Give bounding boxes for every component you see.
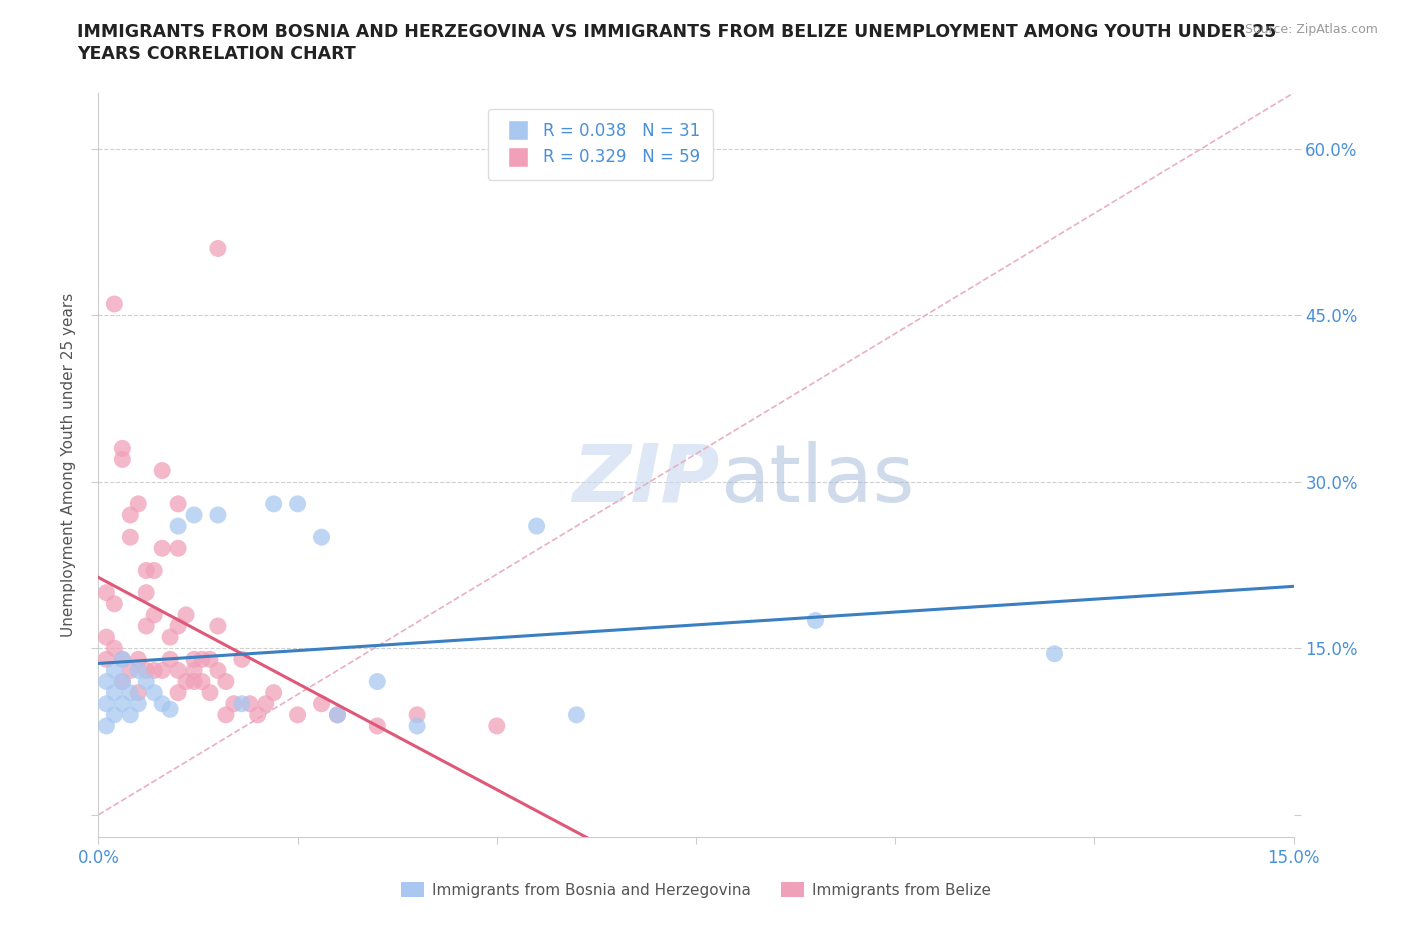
Point <box>804 613 827 628</box>
Point <box>103 596 125 611</box>
Point <box>111 652 134 667</box>
Point <box>103 297 125 312</box>
Point <box>96 697 118 711</box>
Point <box>150 463 173 478</box>
Point <box>127 652 149 667</box>
Point <box>143 563 166 578</box>
Point <box>96 630 118 644</box>
Point <box>287 497 309 512</box>
Point <box>150 541 173 556</box>
Point <box>366 719 388 734</box>
Point <box>287 708 309 723</box>
Point <box>111 674 134 689</box>
Point <box>239 697 262 711</box>
Point <box>167 519 190 534</box>
Y-axis label: Unemployment Among Youth under 25 years: Unemployment Among Youth under 25 years <box>60 293 76 637</box>
Point <box>207 508 229 523</box>
Point <box>183 663 205 678</box>
Point <box>1043 646 1066 661</box>
Point <box>159 652 181 667</box>
Point <box>167 685 190 700</box>
Text: Source: ZipAtlas.com: Source: ZipAtlas.com <box>1244 23 1378 36</box>
Point <box>198 685 221 700</box>
Point <box>167 663 190 678</box>
Point <box>167 541 190 556</box>
Point <box>565 708 588 723</box>
Point <box>111 697 134 711</box>
Point <box>120 708 142 723</box>
Point <box>120 508 142 523</box>
Point <box>103 708 125 723</box>
Point <box>143 607 166 622</box>
Point <box>127 497 149 512</box>
Point <box>127 663 149 678</box>
Point <box>263 685 285 700</box>
Point <box>326 708 349 723</box>
Point <box>96 674 118 689</box>
Point <box>120 530 142 545</box>
Point <box>526 519 548 534</box>
Point <box>143 685 166 700</box>
Point <box>326 708 349 723</box>
Point <box>111 452 134 467</box>
Point <box>246 708 269 723</box>
Point <box>135 585 157 600</box>
Point <box>103 663 125 678</box>
Point <box>183 674 205 689</box>
Point <box>406 708 429 723</box>
Point <box>111 652 134 667</box>
Point <box>366 674 388 689</box>
Point <box>167 618 190 633</box>
Point <box>96 585 118 600</box>
Point <box>174 607 197 622</box>
Point <box>150 697 173 711</box>
Point <box>103 685 125 700</box>
Point <box>207 241 229 256</box>
Point <box>143 663 166 678</box>
Point <box>103 641 125 656</box>
Point <box>159 702 181 717</box>
Point <box>159 630 181 644</box>
Text: ZIP: ZIP <box>572 441 720 519</box>
Point <box>485 719 508 734</box>
Point <box>191 674 214 689</box>
Point <box>215 708 238 723</box>
Point <box>207 618 229 633</box>
Point <box>183 508 205 523</box>
Point <box>150 663 173 678</box>
Point <box>135 663 157 678</box>
Point <box>167 497 190 512</box>
Point <box>222 697 245 711</box>
Point <box>135 618 157 633</box>
Point <box>120 685 142 700</box>
Point <box>231 697 253 711</box>
Point <box>311 530 333 545</box>
Text: atlas: atlas <box>720 441 914 519</box>
Point <box>198 652 221 667</box>
Point <box>120 663 142 678</box>
Point <box>174 674 197 689</box>
Point <box>191 652 214 667</box>
Text: IMMIGRANTS FROM BOSNIA AND HERZEGOVINA VS IMMIGRANTS FROM BELIZE UNEMPLOYMENT AM: IMMIGRANTS FROM BOSNIA AND HERZEGOVINA V… <box>77 23 1277 41</box>
Point <box>183 652 205 667</box>
Point <box>207 663 229 678</box>
Point <box>311 697 333 711</box>
Legend: Immigrants from Bosnia and Herzegovina, Immigrants from Belize: Immigrants from Bosnia and Herzegovina, … <box>395 875 997 904</box>
Point <box>96 719 118 734</box>
Text: YEARS CORRELATION CHART: YEARS CORRELATION CHART <box>77 45 356 62</box>
Point <box>263 497 285 512</box>
Point <box>254 697 277 711</box>
Point <box>127 697 149 711</box>
Point <box>231 652 253 667</box>
Point <box>406 719 429 734</box>
Point <box>135 563 157 578</box>
Point <box>215 674 238 689</box>
Point <box>135 674 157 689</box>
Point <box>111 441 134 456</box>
Point <box>127 685 149 700</box>
Point <box>96 652 118 667</box>
Point <box>111 674 134 689</box>
